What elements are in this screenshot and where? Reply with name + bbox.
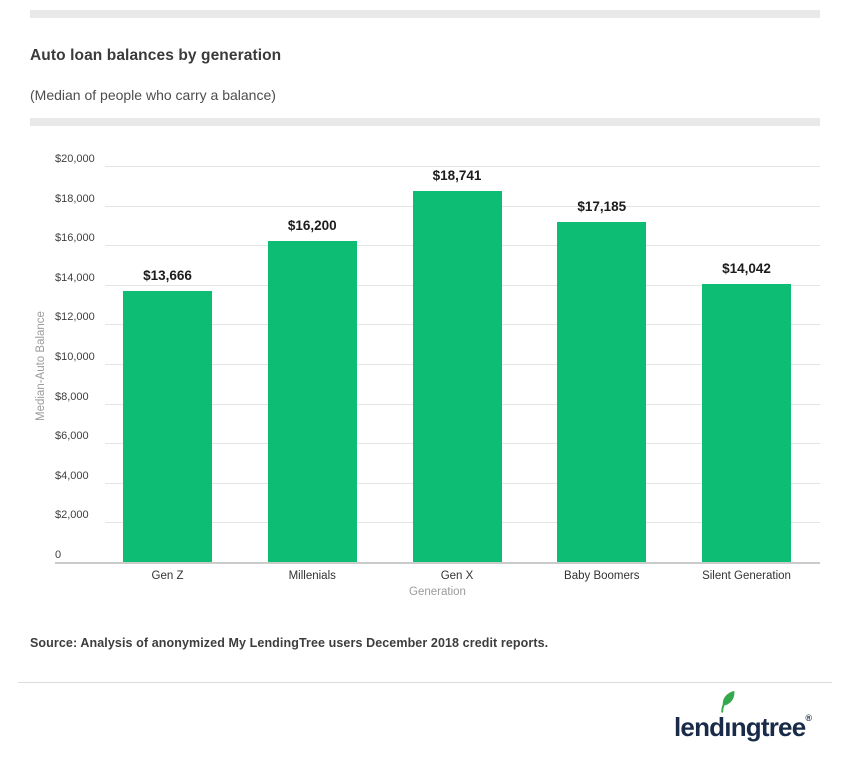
chart-subtitle: (Median of people who carry a balance): [30, 87, 276, 103]
y-tick-label: $14,000: [55, 271, 95, 284]
leaf-icon: [721, 690, 735, 713]
y-tick-label: $12,000: [55, 311, 95, 324]
value-label-gen-z: $13,666: [143, 268, 192, 284]
x-tick-label-gen-z: Gen Z: [151, 570, 184, 582]
y-axis-title: Median-Auto Balance: [35, 311, 47, 421]
x-tick-label-gen-x: Gen X: [440, 570, 474, 582]
logo-wordmark-part2: ngtree: [730, 712, 806, 742]
registered-trademark: ®: [805, 713, 812, 723]
value-label-millenials: $16,200: [287, 218, 337, 234]
bar-gen-x: [412, 190, 502, 562]
top-divider-bar: [30, 10, 820, 18]
bar-baby-boomers: [557, 221, 647, 562]
y-tick-label: $2,000: [55, 509, 89, 522]
subtitle-divider-bar: [30, 118, 820, 126]
logo-dotless-i: ı: [724, 712, 731, 742]
x-tick-label-millenials: Millenials: [288, 570, 336, 582]
y-tick-label: $8,000: [55, 390, 89, 403]
y-tick-label: $16,000: [55, 232, 95, 245]
bar-gen-z: [123, 291, 212, 562]
y-tick-label: $4,000: [55, 469, 89, 482]
value-label-baby-boomers: $17,185: [577, 198, 627, 214]
y-tick-label: $18,000: [55, 192, 95, 205]
footer-divider: [18, 682, 832, 683]
bar-millenials: [267, 241, 357, 562]
bar-chart: Median-Auto Balance Generation $20,000 $1…: [30, 150, 830, 610]
logo-wordmark-part1: lend: [674, 712, 725, 742]
page-title: Auto loan balances by generation: [30, 47, 282, 64]
x-tick-label-silent-generation: Silent Generation: [702, 570, 791, 582]
lendingtree-logo: lendı ngtree®: [674, 690, 812, 743]
y-tick-label: 0: [55, 549, 62, 561]
y-tick-label: $20,000: [55, 153, 95, 165]
gridline: [105, 166, 820, 167]
y-tick-label: $6,000: [55, 430, 89, 443]
x-axis-line: [55, 562, 820, 564]
bar-silent-generation: [702, 283, 791, 562]
value-label-gen-x: $18,741: [432, 167, 482, 183]
source-note: Source: Analysis of anonymized My Lendin…: [30, 636, 549, 650]
value-label-silent-generation: $14,042: [722, 260, 771, 276]
y-tick-label: $10,000: [55, 351, 95, 363]
x-axis-title: Generation: [409, 586, 466, 598]
x-tick-label-baby-boomers: Baby Boomers: [564, 570, 640, 582]
logo-i-with-leaf: ı: [721, 690, 735, 743]
